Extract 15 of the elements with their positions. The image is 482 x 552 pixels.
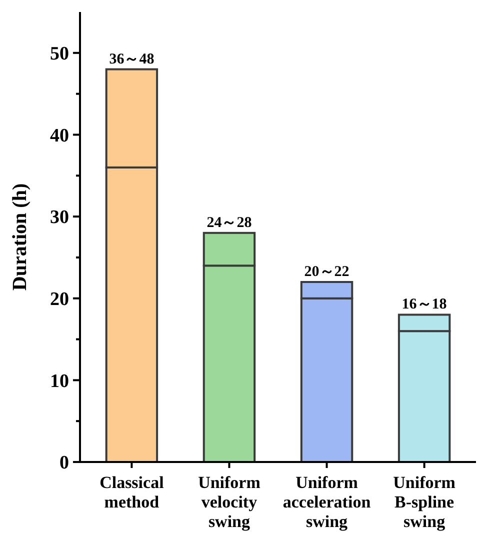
annotation: 16～18 [402, 296, 447, 313]
y-tick-label: 40 [50, 125, 69, 146]
annotation: 36～48 [109, 51, 154, 68]
x-tick-label: Uniform acceleration swing [282, 473, 372, 532]
x-tick-label: Uniform B-spline swing [393, 473, 456, 532]
y-axis-title: Duration (h) [9, 183, 31, 291]
y-tick-label: 50 [50, 44, 69, 65]
y-tick-label: 0 [60, 452, 69, 474]
annotation: 24～28 [206, 214, 252, 231]
y-tick-label: 20 [50, 289, 69, 310]
y-tick-label: 30 [50, 207, 69, 228]
y-tick-label: 10 [50, 370, 69, 392]
x-tick-label: Classical method [100, 473, 164, 512]
annotation: 20～22 [304, 264, 350, 280]
x-tick-label: Uniform velocity swing [198, 473, 260, 532]
